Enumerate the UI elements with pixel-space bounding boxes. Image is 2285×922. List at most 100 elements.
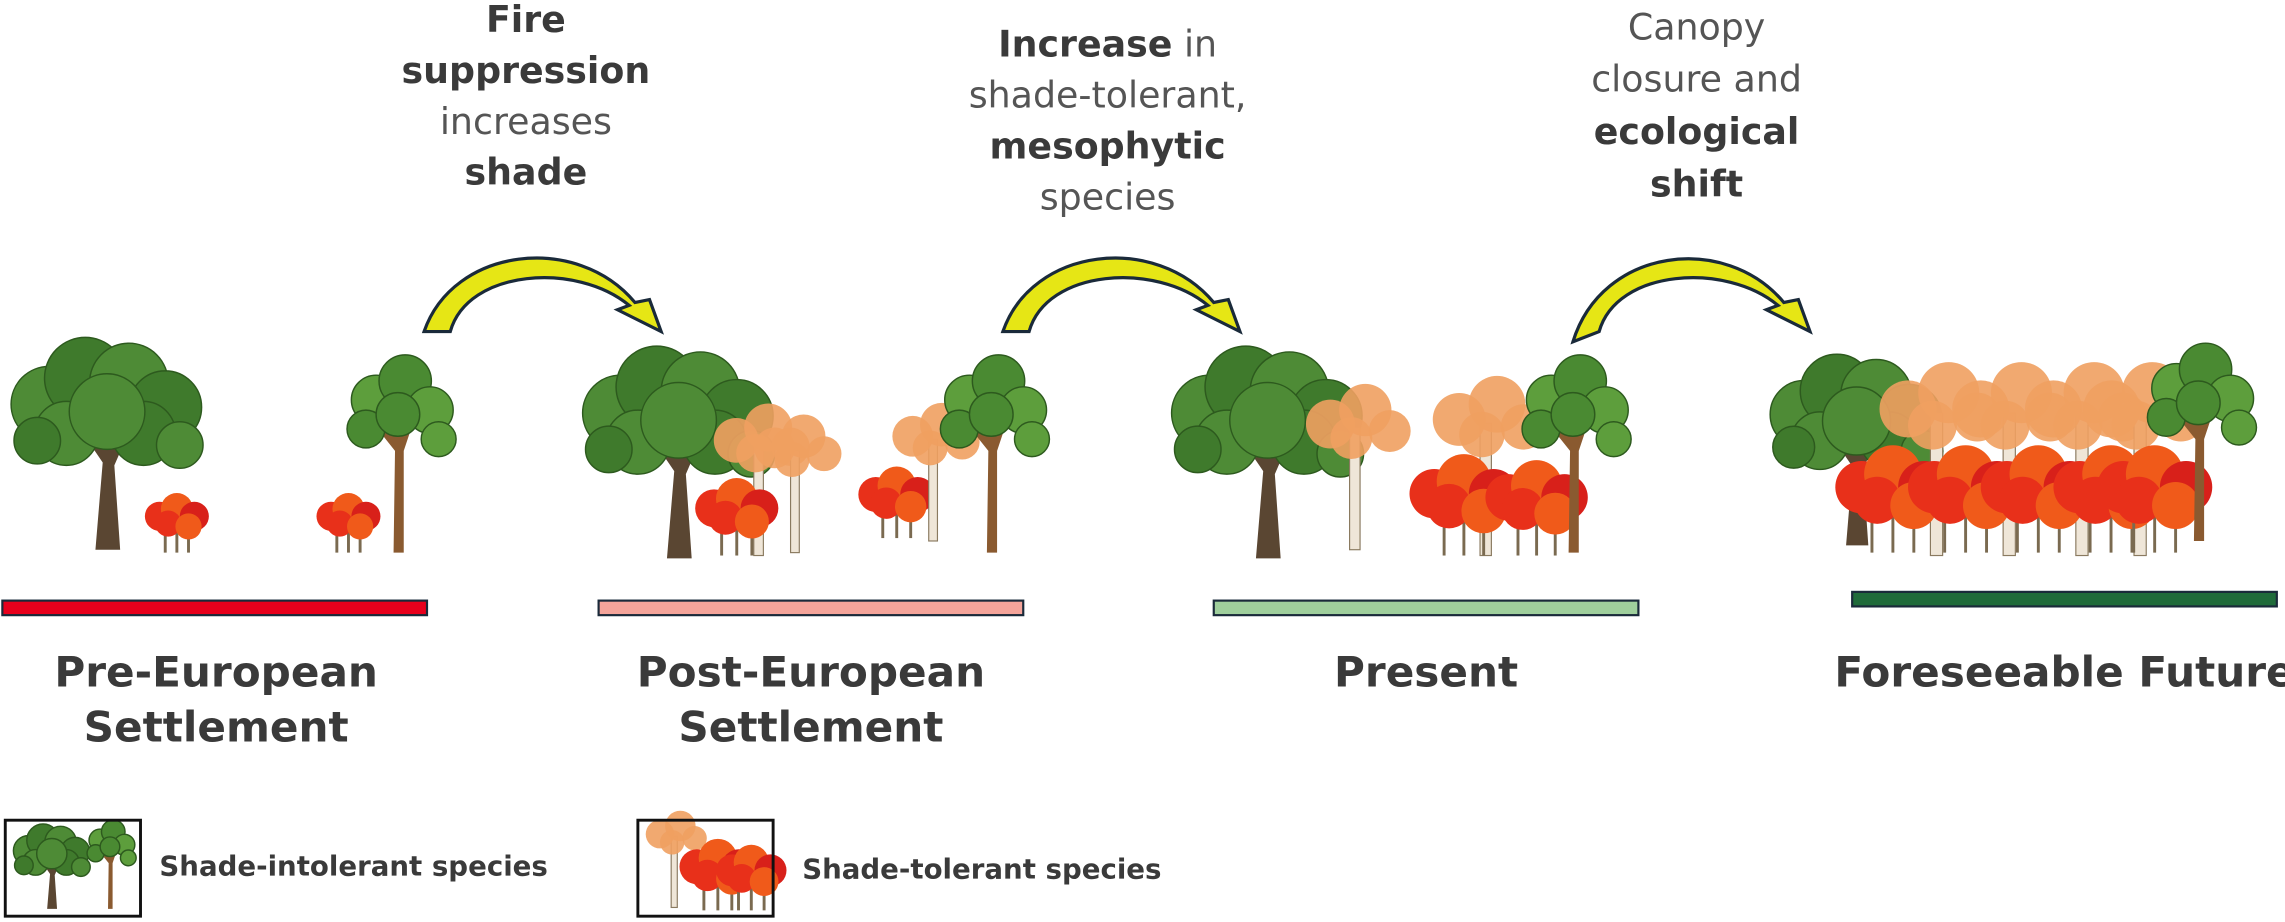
foliage xyxy=(1534,492,1577,535)
transition-text: suppression xyxy=(402,49,651,92)
trunk xyxy=(2015,505,2019,553)
foliage xyxy=(1980,400,2030,450)
trunk xyxy=(347,526,350,553)
text-segment: in xyxy=(1172,23,1217,66)
foliage xyxy=(1908,400,1957,450)
foliage xyxy=(1229,381,1307,459)
foliage xyxy=(1999,476,2047,524)
stage-label: Post-European xyxy=(637,647,985,696)
legend-item: Shade-tolerant species xyxy=(636,810,1162,918)
transition-text: shade xyxy=(465,151,588,194)
legend-box xyxy=(3,818,142,918)
transition-text: shade-tolerant, xyxy=(969,74,1247,117)
trunk xyxy=(2036,505,2040,553)
trunk xyxy=(2153,505,2157,553)
foliage xyxy=(420,421,457,458)
trunk xyxy=(77,421,134,550)
text-segment: suppression xyxy=(402,49,651,92)
trunk xyxy=(2130,505,2134,553)
text-segment: shift xyxy=(1650,162,1743,205)
foliage xyxy=(968,391,1014,438)
trunk xyxy=(716,878,720,911)
foliage xyxy=(2115,476,2163,524)
trunk xyxy=(881,506,885,539)
foliage xyxy=(1772,425,1816,469)
trunk xyxy=(365,407,419,553)
foliage xyxy=(1595,421,1632,458)
foliage xyxy=(1550,391,1596,438)
foliage xyxy=(894,490,927,523)
foliage xyxy=(175,513,202,540)
trunk xyxy=(2166,395,2219,541)
foliage xyxy=(70,856,91,878)
foliage xyxy=(1853,476,1901,524)
foliage xyxy=(347,513,374,540)
trunk xyxy=(720,521,724,556)
stage-label: Settlement xyxy=(84,703,349,752)
stage-bar xyxy=(597,599,1025,617)
transition-text: increases xyxy=(440,100,612,143)
foliage xyxy=(708,500,743,535)
trunk xyxy=(1540,407,1594,553)
trunk xyxy=(702,878,706,911)
text-segment: shade xyxy=(465,151,588,194)
text-segment: species xyxy=(1040,175,1176,218)
foliage xyxy=(13,416,62,465)
trunk xyxy=(735,521,739,556)
stage-label: Foreseeable Future xyxy=(1834,647,2285,696)
trunk xyxy=(2109,505,2113,553)
foliage xyxy=(1013,421,1051,458)
transition-text: Fire xyxy=(486,0,566,41)
trunk xyxy=(95,843,120,909)
foliage xyxy=(749,867,779,896)
stage-label: Settlement xyxy=(678,703,943,752)
trees xyxy=(10,336,2258,559)
stage-label: Pre-European xyxy=(54,647,378,696)
trunk xyxy=(1462,511,1466,556)
foliage xyxy=(659,830,685,855)
text-segment: closure and xyxy=(1591,58,1802,101)
foliage xyxy=(1926,476,1974,524)
foliage xyxy=(734,504,769,539)
transition-text: species xyxy=(1040,175,1176,218)
transition-text: closure and xyxy=(1591,58,1802,101)
text-segment: mesophytic xyxy=(990,125,1226,168)
legend-label: Shade-intolerant species xyxy=(159,849,547,882)
trunk xyxy=(175,526,179,553)
foliage xyxy=(119,849,137,867)
foliage xyxy=(68,373,146,451)
trunk xyxy=(1891,505,1895,553)
trunk xyxy=(1238,430,1294,559)
trunk xyxy=(649,430,705,559)
text-segment: Increase xyxy=(998,23,1172,66)
trunk xyxy=(959,407,1012,553)
trunk xyxy=(40,857,63,909)
trunk xyxy=(2132,505,2136,553)
trunk xyxy=(2174,505,2178,553)
foliage xyxy=(870,487,902,519)
foliage xyxy=(806,436,842,472)
trunk xyxy=(730,878,734,911)
foliage xyxy=(1821,386,1892,456)
stage-bar xyxy=(1851,590,2278,608)
transition-arrow xyxy=(1000,256,1243,335)
trunk xyxy=(163,526,167,553)
foliage xyxy=(1330,417,1373,459)
transition-text: shift xyxy=(1650,162,1743,205)
trunk xyxy=(1985,505,1989,553)
trunk xyxy=(1516,513,1520,556)
transition-text: mesophytic xyxy=(990,125,1226,168)
trunk xyxy=(895,506,899,539)
stage-bar xyxy=(1212,599,1640,617)
text-segment: increases xyxy=(440,100,612,143)
stage-bar xyxy=(1,599,429,617)
legend-item: Shade-intolerant species xyxy=(3,818,548,918)
trunk xyxy=(1912,505,1916,553)
text-segment: Fire xyxy=(486,0,566,41)
foliage xyxy=(727,863,757,893)
foliage xyxy=(691,859,724,892)
foliage xyxy=(35,837,68,870)
foliage xyxy=(155,510,182,537)
foliage xyxy=(375,391,421,438)
